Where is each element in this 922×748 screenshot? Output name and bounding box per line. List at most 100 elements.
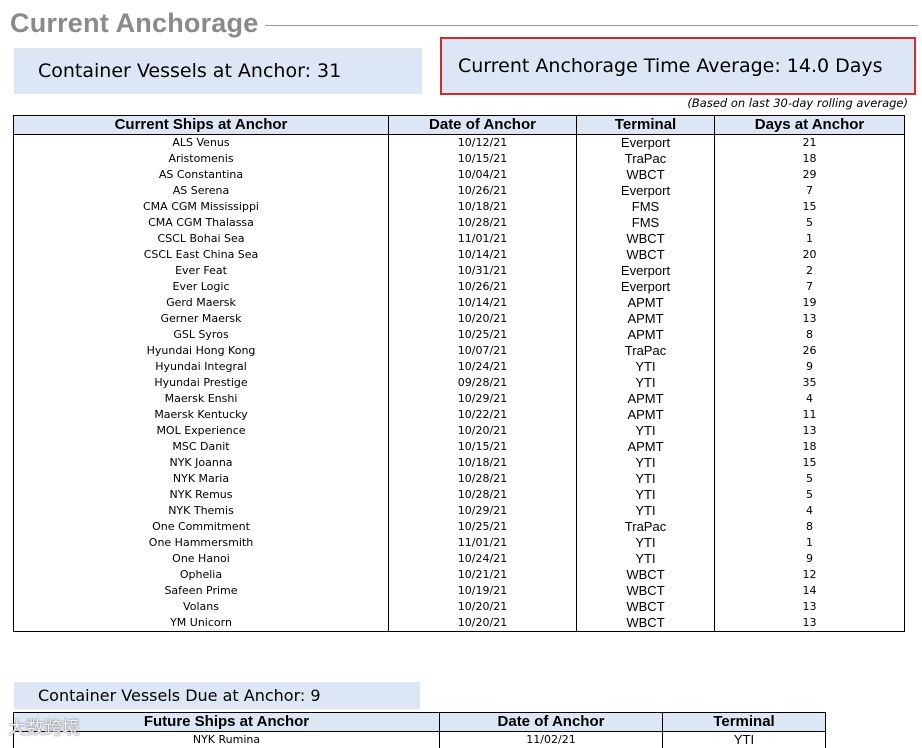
cell-date: 11/02/21 (440, 732, 663, 748)
vessels-due-text: Container Vessels Due at Anchor: 9 (38, 686, 321, 705)
cell-date: 10/14/21 (389, 295, 577, 311)
cell-term: Everport (577, 135, 715, 152)
cell-name: Volans (14, 599, 389, 615)
cell-term: TraPac (577, 519, 715, 535)
header-days-at-anchor: Days at Anchor (715, 116, 905, 135)
cell-date: 10/07/21 (389, 343, 577, 359)
cell-term: YTI (577, 471, 715, 487)
cell-date: 10/15/21 (389, 439, 577, 455)
cell-date: 10/29/21 (389, 391, 577, 407)
cell-days: 11 (715, 407, 905, 423)
cell-days: 5 (715, 487, 905, 503)
cell-date: 10/28/21 (389, 471, 577, 487)
cell-days: 9 (715, 551, 905, 567)
cell-name: NYK Joanna (14, 455, 389, 471)
anchorage-average-text: Current Anchorage Time Average: 14.0 Day… (458, 55, 883, 77)
cell-date: 10/25/21 (389, 519, 577, 535)
cell-days: 13 (715, 423, 905, 439)
cell-name: YM Unicorn (14, 615, 389, 632)
cell-date: 11/01/21 (389, 535, 577, 551)
vessels-at-anchor-banner: Container Vessels at Anchor: 31 (14, 48, 422, 94)
cell-name: Hyundai Integral (14, 359, 389, 375)
cell-date: 10/04/21 (389, 167, 577, 183)
cell-name: NYK Remus (14, 487, 389, 503)
cell-term: YTI (577, 455, 715, 471)
cell-days: 5 (715, 215, 905, 231)
title-divider (265, 25, 918, 26)
cell-term: WBCT (577, 167, 715, 183)
cell-name: CMA CGM Thalassa (14, 215, 389, 231)
cell-days: 7 (715, 183, 905, 199)
cell-date: 10/22/21 (389, 407, 577, 423)
cell-name: Maersk Kentucky (14, 407, 389, 423)
cell-name: AS Serena (14, 183, 389, 199)
cell-date: 10/12/21 (389, 135, 577, 152)
cell-date: 10/26/21 (389, 183, 577, 199)
cell-term: FMS (577, 199, 715, 215)
cell-date: 11/01/21 (389, 231, 577, 247)
cell-date: 10/18/21 (389, 455, 577, 471)
cell-term: YTI (663, 732, 826, 748)
cell-date: 10/20/21 (389, 311, 577, 327)
cell-date: 10/19/21 (389, 583, 577, 599)
vessels-at-anchor-text: Container Vessels at Anchor: 31 (38, 60, 341, 82)
cell-days: 20 (715, 247, 905, 263)
cell-days: 21 (715, 135, 905, 152)
cell-name: MSC Danit (14, 439, 389, 455)
average-note: (Based on last 30-day rolling average) (687, 96, 908, 110)
cell-days: 12 (715, 567, 905, 583)
cell-name: One Commitment (14, 519, 389, 535)
cell-name: GSL Syros (14, 327, 389, 343)
cell-term: YTI (577, 551, 715, 567)
cell-date: 10/20/21 (389, 423, 577, 439)
cell-name: Gerner Maersk (14, 311, 389, 327)
cell-date: 10/31/21 (389, 263, 577, 279)
cell-name: Hyundai Hong Kong (14, 343, 389, 359)
cell-term: APMT (577, 327, 715, 343)
cell-name: One Hammersmith (14, 535, 389, 551)
cell-days: 7 (715, 279, 905, 295)
cell-days: 15 (715, 199, 905, 215)
current-ships-table: Current Ships at Anchor Date of Anchor T… (13, 115, 905, 632)
cell-name: One Hanoi (14, 551, 389, 567)
cell-days: 13 (715, 615, 905, 632)
cell-term: Everport (577, 279, 715, 295)
cell-days: 14 (715, 583, 905, 599)
cell-days: 2 (715, 263, 905, 279)
cell-days: 1 (715, 231, 905, 247)
cell-name: Hyundai Prestige (14, 375, 389, 391)
cell-days: 13 (715, 311, 905, 327)
cell-term: YTI (577, 375, 715, 391)
cell-days: 19 (715, 295, 905, 311)
cell-days: 26 (715, 343, 905, 359)
cell-date: 10/24/21 (389, 551, 577, 567)
cell-days: 35 (715, 375, 905, 391)
cell-term: YTI (577, 535, 715, 551)
header-future-terminal: Terminal (663, 713, 826, 732)
cell-name: CMA CGM Mississippi (14, 199, 389, 215)
cell-term: WBCT (577, 567, 715, 583)
vessels-due-banner: Container Vessels Due at Anchor: 9 (14, 682, 420, 709)
cell-term: APMT (577, 311, 715, 327)
cell-date: 10/24/21 (389, 359, 577, 375)
cell-term: WBCT (577, 247, 715, 263)
